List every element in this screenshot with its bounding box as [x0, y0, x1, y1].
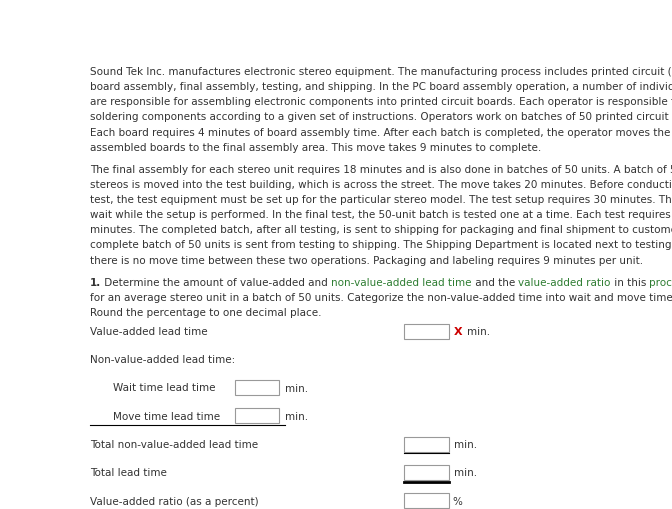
Text: %: %: [453, 496, 462, 506]
Text: and the: and the: [472, 277, 519, 287]
FancyBboxPatch shape: [235, 380, 280, 395]
FancyBboxPatch shape: [405, 465, 449, 480]
Text: Total lead time: Total lead time: [90, 467, 167, 477]
Text: Sound Tek Inc. manufactures electronic stereo equipment. The manufacturing proce: Sound Tek Inc. manufactures electronic s…: [90, 67, 672, 77]
Text: stereos is moved into the test building, which is across the street. The move ta: stereos is moved into the test building,…: [90, 180, 672, 190]
Text: test, the test equipment must be set up for the particular stereo model. The tes: test, the test equipment must be set up …: [90, 195, 672, 205]
Text: value-added ratio: value-added ratio: [519, 277, 611, 287]
Text: min.: min.: [284, 411, 308, 421]
Text: X: X: [454, 326, 462, 336]
Text: The final assembly for each stereo unit requires 18 minutes and is also done in : The final assembly for each stereo unit …: [90, 164, 672, 175]
Text: Determine the amount of value-added and: Determine the amount of value-added and: [101, 277, 331, 287]
Text: Each board requires 4 minutes of board assembly time. After each batch is comple: Each board requires 4 minutes of board a…: [90, 127, 671, 137]
Text: in this: in this: [611, 277, 650, 287]
Text: Round the percentage to one decimal place.: Round the percentage to one decimal plac…: [90, 307, 322, 318]
FancyBboxPatch shape: [235, 409, 280, 423]
FancyBboxPatch shape: [405, 324, 449, 339]
Text: 1.: 1.: [90, 277, 101, 287]
Text: min.: min.: [454, 439, 477, 449]
Text: Value-added ratio (as a percent): Value-added ratio (as a percent): [90, 496, 259, 505]
Text: minutes. The completed batch, after all testing, is sent to shipping for packagi: minutes. The completed batch, after all …: [90, 225, 672, 235]
Text: Value-added lead time: Value-added lead time: [90, 326, 208, 336]
Text: are responsible for assembling electronic components into printed circuit boards: are responsible for assembling electroni…: [90, 97, 672, 107]
Text: min.: min.: [284, 383, 308, 393]
Text: board assembly, final assembly, testing, and shipping. In the PC board assembly : board assembly, final assembly, testing,…: [90, 82, 672, 92]
Text: complete batch of 50 units is sent from testing to shipping. The Shipping Depart: complete batch of 50 units is sent from …: [90, 240, 672, 250]
Text: process: process: [650, 277, 672, 287]
Text: Total non-value-added lead time: Total non-value-added lead time: [90, 439, 258, 449]
FancyBboxPatch shape: [405, 493, 449, 508]
Text: wait while the setup is performed. In the final test, the 50-unit batch is teste: wait while the setup is performed. In th…: [90, 210, 672, 220]
Text: Non-value-added lead time:: Non-value-added lead time:: [90, 354, 235, 364]
Text: min.: min.: [454, 468, 477, 477]
Text: for an average stereo unit in a batch of 50 units. Categorize the non-value-adde: for an average stereo unit in a batch of…: [90, 292, 672, 302]
Text: Move time lead time: Move time lead time: [113, 411, 220, 421]
FancyBboxPatch shape: [405, 437, 449, 452]
Text: assembled boards to the final assembly area. This move takes 9 minutes to comple: assembled boards to the final assembly a…: [90, 143, 542, 152]
Text: non-value-added lead time: non-value-added lead time: [331, 277, 472, 287]
Text: Wait time lead time: Wait time lead time: [113, 383, 215, 392]
Text: there is no move time between these two operations. Packaging and labeling requi: there is no move time between these two …: [90, 255, 643, 265]
Text: min.: min.: [466, 326, 490, 336]
Text: soldering components according to a given set of instructions. Operators work on: soldering components according to a give…: [90, 112, 672, 122]
